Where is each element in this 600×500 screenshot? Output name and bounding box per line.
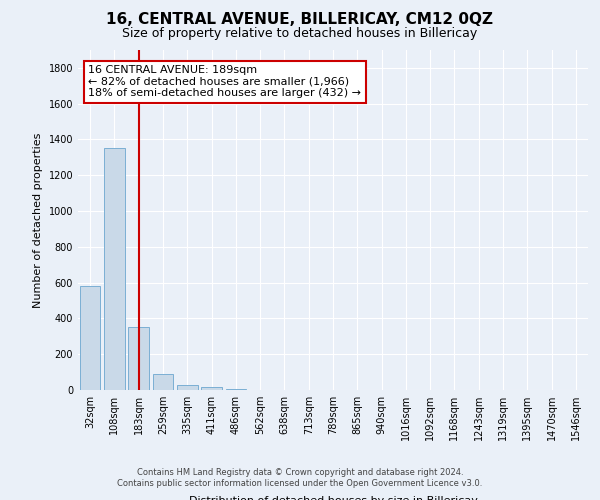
Bar (201, 388, 222, 390)
Bar (104, 148, 125, 390)
Bar (226, 389, 246, 390)
Text: Size of property relative to detached houses in Billericay: Size of property relative to detached ho… (122, 28, 478, 40)
Bar (80, 286, 100, 390)
Bar (152, 374, 173, 390)
Y-axis label: Number of detached properties: Number of detached properties (33, 132, 43, 308)
Bar (177, 384, 197, 390)
Text: 16, CENTRAL AVENUE, BILLERICAY, CM12 0QZ: 16, CENTRAL AVENUE, BILLERICAY, CM12 0QZ (107, 12, 493, 28)
Text: 16 CENTRAL AVENUE: 189sqm
← 82% of detached houses are smaller (1,966)
18% of se: 16 CENTRAL AVENUE: 189sqm ← 82% of detac… (88, 66, 361, 98)
X-axis label: Distribution of detached houses by size in Billericay: Distribution of detached houses by size … (188, 496, 478, 500)
Text: Contains HM Land Registry data © Crown copyright and database right 2024.
Contai: Contains HM Land Registry data © Crown c… (118, 468, 482, 487)
Bar (128, 328, 149, 390)
